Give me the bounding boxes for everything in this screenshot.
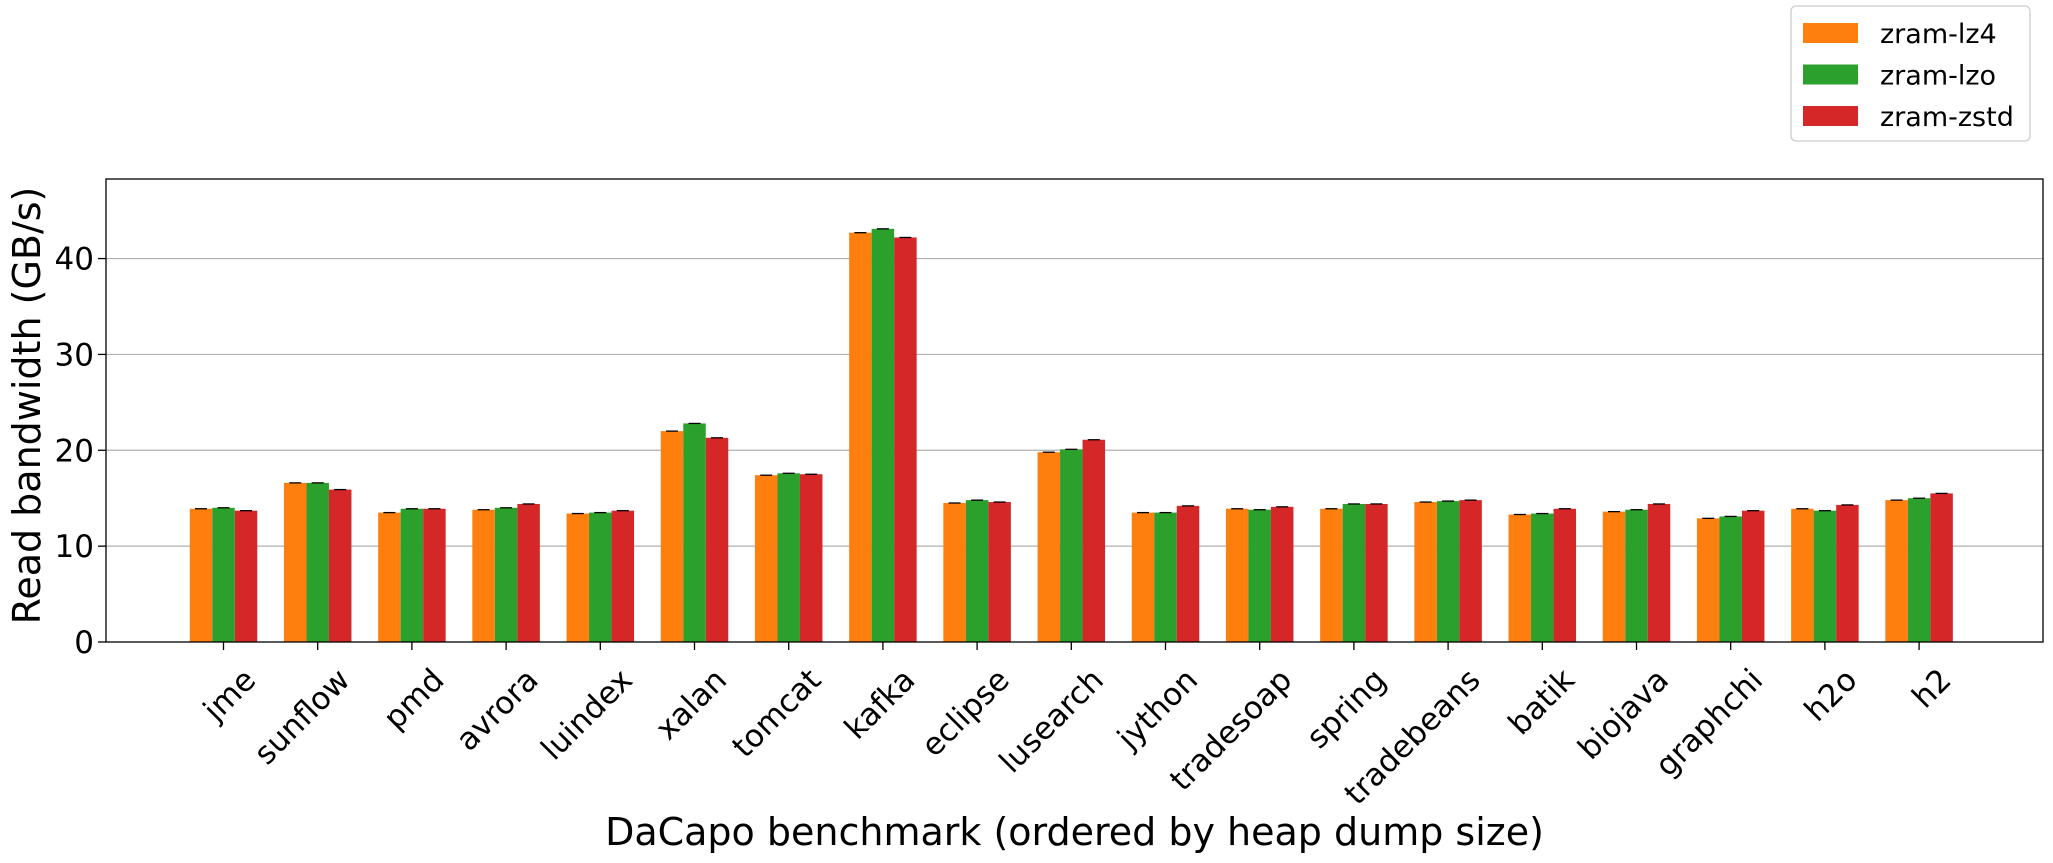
bar-zram-zstd-xalan <box>705 437 729 642</box>
bar-zram-lzo-tradesoap <box>1248 509 1271 642</box>
y-axis-title: Read bandwidth (GB/s) <box>5 187 49 625</box>
bar-zram-zstd-sunflow <box>328 489 352 642</box>
bar-zram-lzo-jme <box>212 507 235 642</box>
bar-zram-lz4-eclipse <box>943 503 966 642</box>
plot-frame <box>105 178 2044 643</box>
bar-zram-lzo-graphchi <box>1719 516 1742 642</box>
bar-zram-lz4-biojava <box>1602 511 1626 642</box>
x-tick-label-pmd: pmd <box>377 662 452 737</box>
bar-zram-zstd-biojava <box>1647 503 1671 642</box>
bar-zram-lz4-tomcat <box>754 475 778 642</box>
legend-label-zram-zstd: zram-zstd <box>1880 102 2014 133</box>
x-tick-label-spring: spring <box>1300 662 1394 756</box>
bar-zram-lz4-spring <box>1320 508 1343 642</box>
bar-zram-zstd-graphchi <box>1741 510 1765 642</box>
x-axis-title: DaCapo benchmark (ordered by heap dump s… <box>605 810 1544 854</box>
x-tick-label-sunflow: sunflow <box>247 662 357 772</box>
bar-zram-lz4-jme <box>189 508 213 642</box>
bar-zram-lz4-xalan <box>660 431 684 642</box>
bars <box>189 228 1953 642</box>
bar-zram-zstd-tomcat <box>799 474 823 642</box>
bar-zram-lzo-batik <box>1531 513 1554 642</box>
bar-zram-lzo-pmd <box>400 508 424 642</box>
bar-zram-zstd-jython <box>1176 505 1200 642</box>
bar-zram-zstd-h2 <box>1930 493 1953 642</box>
bar-zram-lzo-sunflow <box>306 482 329 642</box>
bar-zram-zstd-pmd <box>423 508 446 642</box>
bar-zram-zstd-h2o <box>1836 504 1859 642</box>
x-tick-label-batik: batik <box>1502 662 1582 742</box>
bar-zram-lzo-lusearch <box>1060 449 1083 642</box>
legend-swatch-zram-lz4 <box>1803 23 1858 43</box>
bar-zram-lz4-batik <box>1508 514 1532 642</box>
x-tick-label-xalan: xalan <box>649 662 734 747</box>
bar-zram-lz4-sunflow <box>283 482 307 642</box>
bar-zram-zstd-spring <box>1365 503 1388 642</box>
bar-zram-lzo-spring <box>1342 503 1366 642</box>
x-tick-label-kafka: kafka <box>838 662 923 747</box>
y-tick-label: 0 <box>74 625 94 661</box>
bar-zram-zstd-tradesoap <box>1270 506 1294 642</box>
x-tick-label-avrora: avrora <box>449 662 545 758</box>
bar-zram-lz4-tradebeans <box>1414 502 1437 642</box>
bar-zram-lz4-luindex <box>566 513 590 642</box>
y-tick-label: 20 <box>55 433 94 469</box>
x-tick-label-tomcat: tomcat <box>725 662 828 765</box>
bar-zram-lz4-kafka <box>849 232 872 642</box>
bar-zram-zstd-batik <box>1553 508 1577 642</box>
legend-label-zram-lzo: zram-lzo <box>1880 61 1996 92</box>
bar-zram-lzo-h2o <box>1813 510 1837 642</box>
legend-swatch-zram-zstd <box>1803 106 1858 126</box>
legend-swatch-zram-lzo <box>1803 64 1858 85</box>
bar-zram-lzo-jython <box>1154 512 1177 642</box>
legend-label-zram-lz4: zram-lz4 <box>1880 19 1997 50</box>
bar-zram-lz4-pmd <box>378 512 401 642</box>
bar-zram-lz4-lusearch <box>1037 452 1061 642</box>
x-tick-label-h2o: h2o <box>1798 662 1865 729</box>
bar-zram-lz4-h2 <box>1885 500 1908 642</box>
bar-zram-lzo-tomcat <box>777 473 800 642</box>
bar-zram-lzo-luindex <box>589 512 612 642</box>
y-tick-label: 10 <box>55 529 94 565</box>
bar-zram-lzo-biojava <box>1625 509 1648 642</box>
bar-zram-zstd-lusearch <box>1082 439 1106 642</box>
bar-zram-lzo-tradebeans <box>1436 501 1460 642</box>
bar-zram-zstd-eclipse <box>988 502 1011 642</box>
y-axis: 0 10 20 30 40 <box>55 242 106 661</box>
x-tick-label-lusearch: lusearch <box>993 662 1111 780</box>
bar-zram-lzo-avrora <box>494 507 518 642</box>
bar-zram-lz4-tradesoap <box>1225 508 1249 642</box>
bar-zram-lz4-avrora <box>472 509 495 642</box>
bar-zram-lz4-jython <box>1131 512 1155 642</box>
y-tick-label: 30 <box>55 337 94 373</box>
x-tick-label-jme: jme <box>196 662 263 729</box>
bar-zram-zstd-kafka <box>894 237 917 642</box>
bar-zram-lz4-h2o <box>1791 508 1814 642</box>
bar-zram-zstd-tradebeans <box>1459 500 1482 642</box>
bar-zram-lz4-graphchi <box>1696 518 1720 642</box>
y-tick-label: 40 <box>55 242 94 278</box>
x-tick-label-luindex: luindex <box>534 662 639 767</box>
bar-zram-lzo-h2 <box>1907 498 1931 642</box>
legend: zram-lz4 zram-lzo zram-zstd <box>1790 5 2031 142</box>
bar-zram-lzo-eclipse <box>965 500 989 642</box>
x-tick-label-h2: h2 <box>1905 662 1958 715</box>
bar-zram-zstd-luindex <box>611 510 635 642</box>
bar-zram-zstd-jme <box>234 510 258 642</box>
x-tick-label-jython: jython <box>1110 662 1205 757</box>
bar-zram-zstd-avrora <box>517 503 540 642</box>
bar-zram-lzo-xalan <box>683 423 706 642</box>
bar-zram-lzo-kafka <box>871 228 895 642</box>
